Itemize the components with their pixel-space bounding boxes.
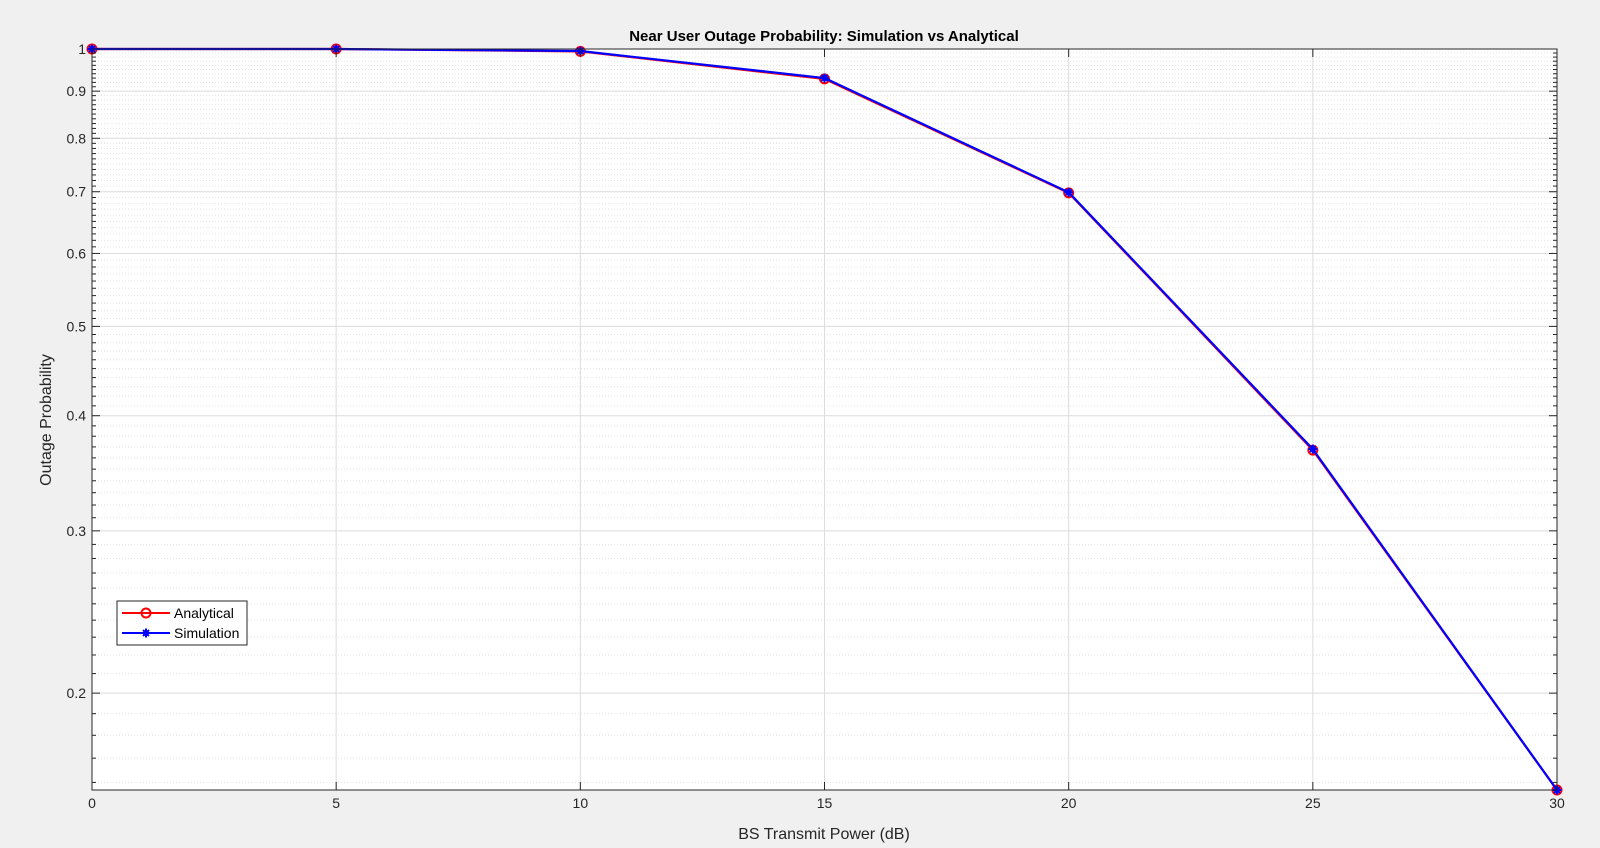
simulation-point <box>1064 187 1074 197</box>
legend-box <box>116 600 248 646</box>
x-tick-label: 30 <box>1549 795 1565 811</box>
y-tick-label: 0.2 <box>67 685 87 701</box>
legend-label-simulation: Simulation <box>174 625 239 641</box>
legend-marker-analytical <box>140 607 152 619</box>
x-tick-label: 5 <box>332 795 340 811</box>
legend-entries: Analytical Simulation <box>122 605 239 641</box>
x-tick-label: 20 <box>1061 795 1077 811</box>
y-tick-label: 0.6 <box>67 245 87 261</box>
y-tick-label: 0.8 <box>67 130 87 146</box>
y-tick-label: 1 <box>78 41 86 57</box>
y-tick-labels: 0.2 0.3 0.4 0.5 0.6 0.7 0.8 0.9 1 <box>67 41 87 701</box>
y-tick-label: 0.3 <box>67 523 87 539</box>
legend-marker-simulation <box>141 628 151 638</box>
simulation-point <box>820 73 829 83</box>
x-tick-label: 25 <box>1305 795 1321 811</box>
y-axis-label: Outage Probability <box>38 354 55 486</box>
y-tick-label: 0.4 <box>67 408 87 424</box>
y-tick-label: 0.7 <box>67 184 87 200</box>
ticks-layer <box>91 48 1558 790</box>
y-tick-label: 0.9 <box>67 83 87 99</box>
x-tick-label: 10 <box>573 795 589 811</box>
legend: Analytical Simulation <box>116 600 248 646</box>
y-tick-label: 0.5 <box>67 318 87 334</box>
x-tick-label: 15 <box>817 795 833 811</box>
legend-label-analytical: Analytical <box>174 605 234 621</box>
simulation-point <box>1308 444 1318 454</box>
chart-title: Near User Outage Probability: Simulation… <box>629 28 1019 45</box>
x-tick-labels: 0 5 10 15 20 25 30 <box>88 795 1565 811</box>
x-axis-label: BS Transmit Power (dB) <box>738 826 910 843</box>
x-tick-label: 0 <box>88 795 96 811</box>
